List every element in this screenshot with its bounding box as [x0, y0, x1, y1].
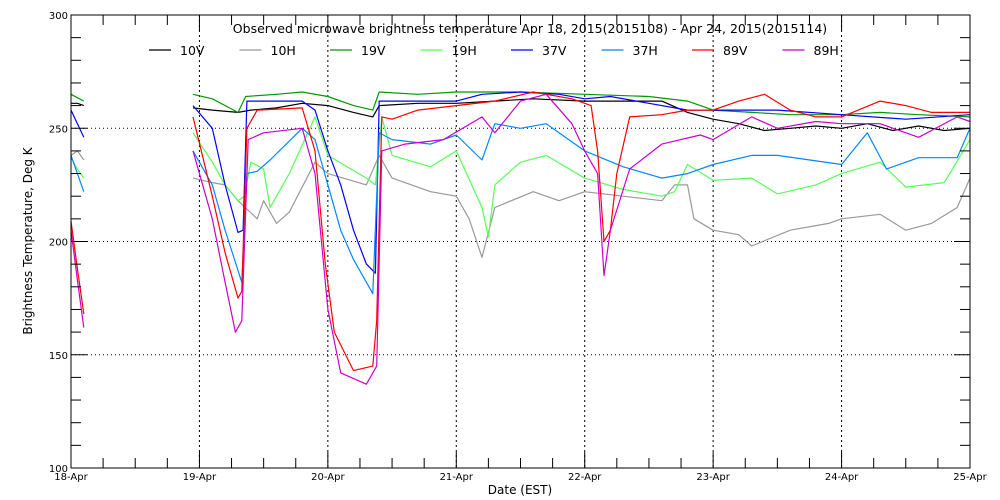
series-lines: [70, 91, 971, 385]
y-tick-label: 250: [49, 124, 68, 135]
series-line-10v: [192, 98, 971, 132]
series-line-10h: [70, 150, 85, 161]
series-line-10v: [71, 102, 85, 107]
legend-label-19h: 19H: [452, 43, 477, 58]
legend-label-37h: 37H: [633, 43, 658, 58]
series-line-10h: [192, 154, 971, 258]
legend-label-19v: 19V: [361, 43, 386, 58]
x-tick-label: 18-Apr: [54, 472, 88, 483]
legend-label-10h: 10H: [271, 43, 296, 58]
series-line-89h: [192, 93, 971, 385]
y-tick-label: 300: [49, 11, 68, 22]
x-axis-label: Date (EST): [488, 483, 552, 497]
x-tick-label: 25-Apr: [953, 472, 987, 483]
x-tick-label: 22-Apr: [568, 472, 602, 483]
y-axis-label: Brightness Temperature, Deg K: [21, 146, 35, 334]
y-tick-label: 100: [49, 464, 68, 475]
x-tick-label: 23-Apr: [696, 472, 730, 483]
series-line-19v: [70, 93, 85, 102]
y-tick-label: 200: [49, 238, 68, 249]
series-line-37h: [192, 123, 971, 295]
series-line-37v: [192, 91, 971, 274]
series-line-89v: [192, 91, 970, 372]
legend-label-89v: 89V: [723, 43, 748, 58]
series-line-89h: [70, 230, 85, 328]
x-tick-label: 19-Apr: [183, 472, 217, 483]
grid: [71, 15, 970, 468]
axis-ticks: [70, 14, 971, 469]
x-tick-label: 21-Apr: [440, 472, 474, 483]
x-tick-label: 20-Apr: [311, 472, 345, 483]
series-line-89v: [70, 221, 85, 315]
legend-label-10v: 10V: [180, 43, 205, 58]
chart-title: Observed microwave brightness temperatur…: [233, 21, 827, 36]
legend-label-37v: 37V: [542, 43, 567, 58]
legend: 10V 10H 19V 19H 37V 37H 89V 89H: [149, 43, 839, 58]
series-line-37v: [70, 109, 85, 138]
y-tick-label: 150: [49, 351, 68, 362]
legend-label-89h: 89H: [814, 43, 839, 58]
tick-labels: 100 150 200 250 300 18-Apr 19-Apr 20-Apr 21-Apr 2…: [49, 11, 988, 483]
x-tick-label: 24-Apr: [825, 472, 859, 483]
